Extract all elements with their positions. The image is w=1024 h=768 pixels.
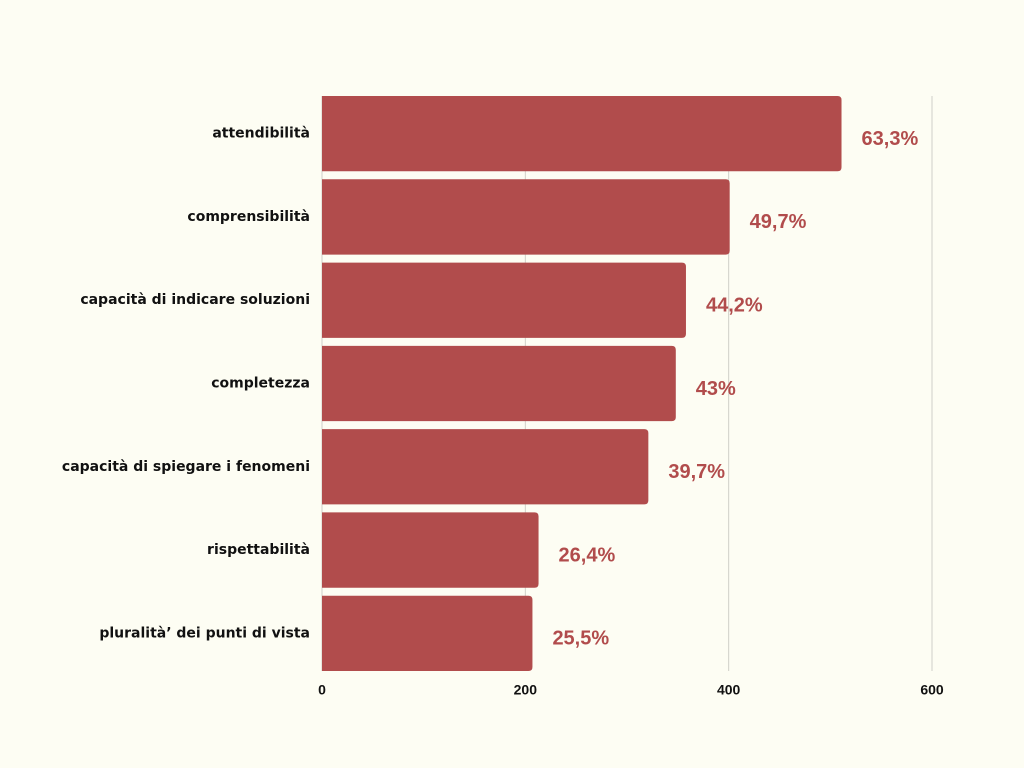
bar [322,512,539,588]
y-tick-label: pluralità’ dei punti di vista [99,625,310,641]
bar-annotation: 63,3% [862,128,919,150]
y-tick-label: completezza [211,376,310,392]
bar-annotation: 43% [696,378,736,400]
bar [322,345,676,422]
bar [322,96,842,172]
x-tick-label: 600 [920,682,944,698]
bar [322,595,533,671]
bar-annotation: 49,7% [750,211,807,233]
x-tick-label: 200 [514,682,538,698]
bar-annotation: 26,4% [559,544,616,566]
bar-annotation: 44,2% [706,294,763,316]
y-tick-label: attendibilità [212,126,310,142]
y-tick-label: capacità di indicare soluzioni [80,292,310,308]
bar-annotation: 39,7% [668,461,725,483]
x-tick-label: 0 [318,682,326,698]
bar [322,179,730,255]
bar-annotation: 25,5% [552,628,609,650]
bar [322,262,686,338]
x-tick-label: 400 [717,682,741,698]
bar [322,429,649,505]
y-tick-label: rispettabilità [207,542,310,558]
y-tick-label: comprensibilità [187,209,310,225]
y-tick-label: capacità di spiegare i fenomeni [62,459,310,475]
